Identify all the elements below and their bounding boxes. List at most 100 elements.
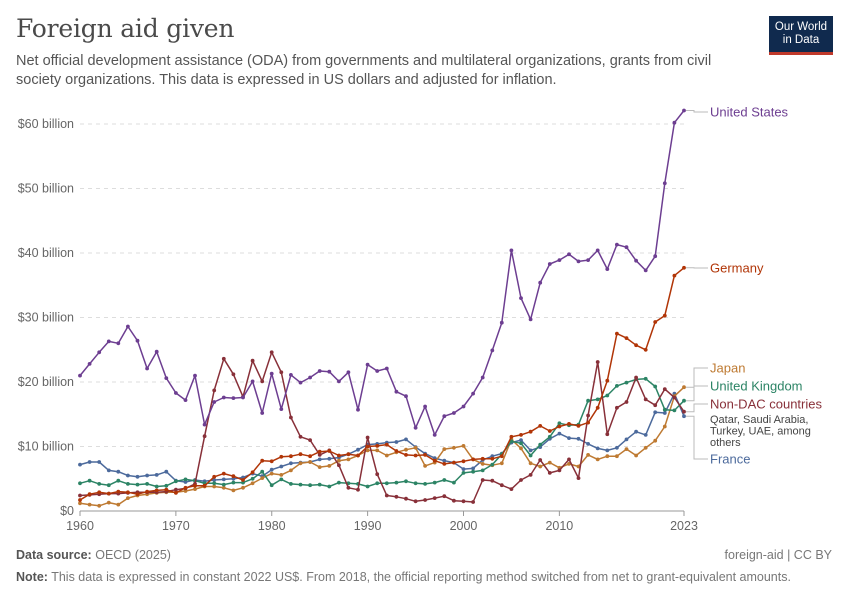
data-point[interactable] bbox=[509, 434, 514, 439]
data-point[interactable] bbox=[576, 259, 581, 264]
data-point[interactable] bbox=[471, 457, 475, 462]
data-point[interactable] bbox=[528, 461, 533, 466]
data-point[interactable] bbox=[97, 482, 102, 486]
data-point[interactable] bbox=[662, 387, 667, 391]
data-point[interactable] bbox=[528, 429, 533, 434]
data-point[interactable] bbox=[231, 396, 236, 400]
series-line[interactable] bbox=[79, 378, 685, 488]
data-point[interactable] bbox=[557, 258, 562, 262]
data-point[interactable] bbox=[183, 480, 188, 484]
data-point[interactable] bbox=[557, 431, 562, 436]
data-point[interactable] bbox=[78, 373, 82, 378]
data-point[interactable] bbox=[375, 448, 380, 453]
data-point[interactable] bbox=[126, 324, 130, 329]
data-point[interactable] bbox=[682, 414, 686, 419]
data-point[interactable] bbox=[461, 444, 466, 448]
data-point[interactable] bbox=[605, 267, 610, 271]
data-point[interactable] bbox=[528, 473, 533, 477]
data-point[interactable] bbox=[538, 424, 543, 428]
data-point[interactable] bbox=[653, 320, 658, 324]
data-point[interactable] bbox=[461, 467, 466, 471]
data-point[interactable] bbox=[499, 461, 504, 466]
data-point[interactable] bbox=[106, 483, 111, 488]
data-point[interactable] bbox=[231, 474, 236, 479]
data-point[interactable] bbox=[538, 280, 543, 285]
data-point[interactable] bbox=[576, 476, 581, 480]
data-point[interactable] bbox=[260, 379, 265, 384]
data-point[interactable] bbox=[231, 480, 236, 485]
data-point[interactable] bbox=[538, 464, 543, 469]
data-point[interactable] bbox=[672, 395, 677, 400]
data-point[interactable] bbox=[662, 407, 667, 412]
data-point[interactable] bbox=[586, 398, 590, 403]
data-point[interactable] bbox=[394, 389, 399, 394]
data-point[interactable] bbox=[643, 445, 648, 450]
data-point[interactable] bbox=[327, 449, 332, 453]
data-point[interactable] bbox=[595, 457, 600, 462]
data-point[interactable] bbox=[461, 404, 466, 409]
data-point[interactable] bbox=[78, 481, 82, 486]
data-point[interactable] bbox=[499, 454, 504, 459]
data-point[interactable] bbox=[231, 488, 236, 493]
data-point[interactable] bbox=[308, 460, 312, 464]
data-point[interactable] bbox=[452, 445, 456, 450]
data-point[interactable] bbox=[404, 394, 408, 399]
data-point[interactable] bbox=[682, 409, 686, 414]
data-point[interactable] bbox=[624, 447, 629, 451]
data-point[interactable] bbox=[442, 494, 447, 499]
data-point[interactable] bbox=[576, 424, 581, 428]
data-point[interactable] bbox=[605, 454, 610, 459]
data-point[interactable] bbox=[662, 424, 667, 429]
data-point[interactable] bbox=[327, 456, 332, 461]
data-point[interactable] bbox=[289, 415, 293, 420]
data-point[interactable] bbox=[279, 477, 284, 482]
data-point[interactable] bbox=[605, 448, 610, 453]
data-point[interactable] bbox=[557, 468, 562, 473]
data-point[interactable] bbox=[413, 453, 418, 458]
data-point[interactable] bbox=[106, 500, 111, 505]
data-point[interactable] bbox=[116, 469, 121, 474]
data-point[interactable] bbox=[442, 458, 447, 463]
data-point[interactable] bbox=[519, 296, 523, 300]
data-point[interactable] bbox=[87, 502, 92, 507]
data-point[interactable] bbox=[624, 380, 629, 385]
data-point[interactable] bbox=[126, 496, 130, 500]
data-point[interactable] bbox=[442, 414, 447, 419]
data-point[interactable] bbox=[212, 474, 217, 479]
data-point[interactable] bbox=[653, 254, 658, 259]
data-point[interactable] bbox=[682, 398, 686, 403]
data-point[interactable] bbox=[221, 471, 226, 476]
data-point[interactable] bbox=[557, 424, 562, 429]
data-point[interactable] bbox=[212, 388, 217, 393]
data-point[interactable] bbox=[87, 460, 92, 464]
data-point[interactable] bbox=[519, 441, 523, 446]
data-point[interactable] bbox=[212, 478, 217, 482]
data-point[interactable] bbox=[317, 369, 322, 373]
data-point[interactable] bbox=[442, 447, 447, 451]
legend-label-france[interactable]: France bbox=[710, 452, 750, 467]
data-point[interactable] bbox=[605, 393, 610, 398]
data-point[interactable] bbox=[145, 482, 150, 486]
data-point[interactable] bbox=[269, 350, 274, 355]
data-point[interactable] bbox=[269, 459, 274, 464]
data-point[interactable] bbox=[519, 438, 523, 442]
data-point[interactable] bbox=[490, 478, 495, 483]
data-point[interactable] bbox=[586, 258, 590, 262]
data-point[interactable] bbox=[480, 375, 485, 380]
data-point[interactable] bbox=[298, 434, 303, 439]
data-point[interactable] bbox=[442, 478, 447, 482]
data-point[interactable] bbox=[87, 492, 92, 497]
data-point[interactable] bbox=[480, 456, 485, 461]
data-point[interactable] bbox=[327, 464, 332, 468]
data-point[interactable] bbox=[432, 480, 437, 485]
data-point[interactable] bbox=[241, 480, 245, 485]
data-point[interactable] bbox=[624, 245, 629, 250]
data-point[interactable] bbox=[145, 489, 150, 494]
data-point[interactable] bbox=[595, 360, 600, 364]
data-point[interactable] bbox=[452, 460, 456, 465]
data-point[interactable] bbox=[672, 273, 677, 278]
data-point[interactable] bbox=[567, 457, 571, 462]
data-point[interactable] bbox=[193, 483, 197, 488]
data-point[interactable] bbox=[154, 473, 159, 477]
data-point[interactable] bbox=[97, 490, 102, 495]
